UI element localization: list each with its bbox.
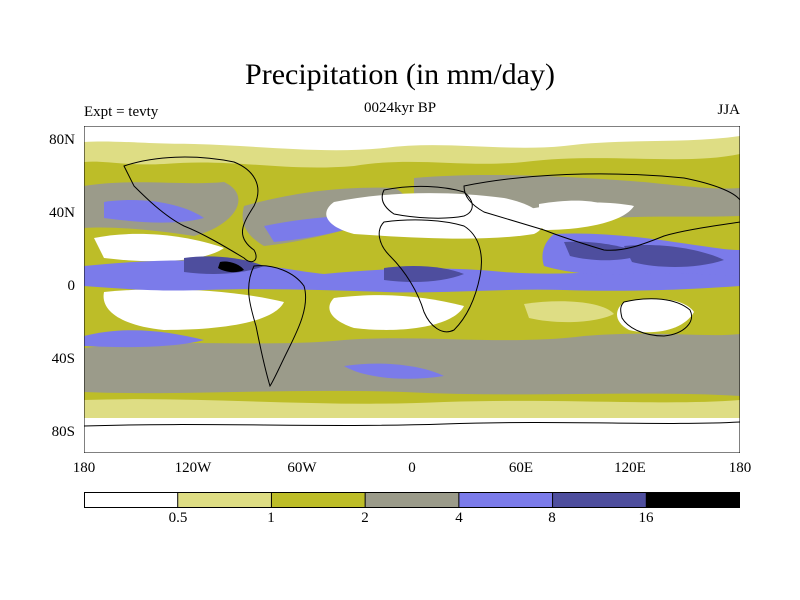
- south-america-coast: [248, 265, 307, 388]
- lat-tick-40n: 40N: [49, 205, 75, 221]
- southern-atlantic-wet-patch: [344, 363, 444, 379]
- north-pacific-wet-patch: [104, 199, 204, 223]
- asia-coast: [463, 173, 740, 251]
- west-pacific-extreme-zone: [624, 244, 724, 267]
- lat-tick-80n: 80N: [49, 132, 75, 148]
- colorbar-swatch: [458, 492, 554, 508]
- colorbar: [84, 492, 740, 508]
- lat-tick-40s: 40S: [51, 351, 75, 367]
- africa-coast: [378, 219, 482, 333]
- antarctica-coast: [84, 421, 740, 427]
- bay-of-bengal-extreme-zone: [564, 241, 644, 261]
- lon-tick-60w: 60W: [287, 460, 317, 476]
- southern-ocean-dry-band: [84, 399, 740, 418]
- colorbar-label-1: 1: [267, 510, 275, 526]
- colorbar-label-4: 4: [455, 510, 463, 526]
- arctic-very-dry-zone: [84, 126, 740, 151]
- south-indian-dry-zone: [524, 301, 614, 323]
- europe-coast: [381, 185, 473, 219]
- lon-tick-60e: 60E: [508, 460, 534, 476]
- colorbar-swatch: [365, 492, 460, 508]
- colorbar-label-2: 2: [361, 510, 369, 526]
- map-subtitle: 0024kyr BP: [363, 100, 437, 116]
- west-africa-extreme-zone: [384, 266, 464, 282]
- north-america-coast: [123, 156, 259, 263]
- colorbar-swatch: [271, 492, 366, 508]
- colorbar-swatches: [84, 492, 740, 508]
- maximum-precipitation-spot: [218, 261, 244, 273]
- lat-tick-80s: 80S: [51, 424, 75, 440]
- colorbar-label-8: 8: [548, 510, 556, 526]
- colorbar-swatch: [552, 492, 647, 508]
- central-asia-dry-zone: [539, 200, 614, 215]
- lon-tick-120e: 120E: [614, 460, 646, 476]
- colorbar-label-0-5: 0.5: [168, 510, 188, 526]
- australia-dry-zone: [617, 298, 694, 333]
- lat-tick-equator: 0: [67, 278, 76, 294]
- colorbar-swatch: [177, 492, 272, 508]
- north-pacific-dry-zone: [94, 233, 224, 262]
- sahara-dry-zone: [326, 193, 544, 239]
- australia-coast: [620, 298, 692, 337]
- south-pacific-dry-zone: [103, 289, 284, 330]
- map-title: Precipitation (in mm/day): [245, 58, 555, 91]
- antarctic-very-dry-zone: [84, 418, 740, 453]
- colorbar-swatch: [646, 492, 740, 508]
- colorbar-frame: [84, 492, 740, 508]
- lon-tick-120w: 120W: [174, 460, 212, 476]
- lon-tick-180-right: 180: [728, 460, 752, 476]
- lon-tick-180-left: 180: [72, 460, 96, 476]
- south-atlantic-dry-zone: [329, 295, 464, 330]
- southern-storm-track: [84, 333, 740, 396]
- colorbar-swatch: [84, 492, 179, 508]
- experiment-label: Expt = tevty: [84, 104, 159, 120]
- precipitation-map: [84, 126, 740, 453]
- coastlines: [84, 156, 740, 427]
- lon-tick-0: 0: [408, 460, 416, 476]
- colorbar-label-16: 16: [638, 510, 654, 526]
- southern-pacific-wet-patch: [84, 330, 204, 348]
- season-label: JJA: [717, 102, 740, 118]
